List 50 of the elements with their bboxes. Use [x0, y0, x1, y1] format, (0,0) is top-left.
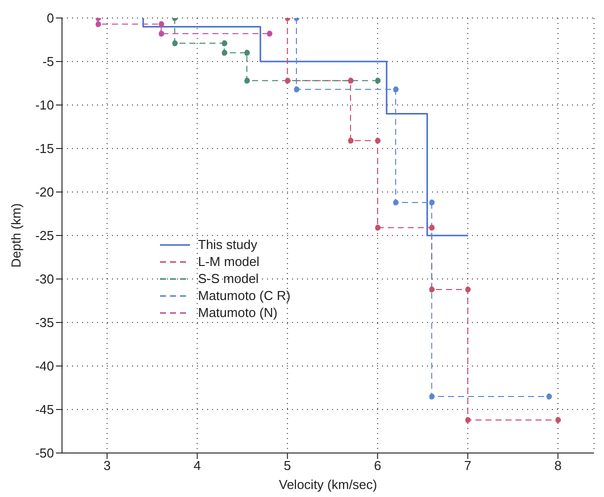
point [244, 78, 250, 84]
y-tick-label: -5 [42, 54, 54, 70]
point [554, 416, 561, 423]
point [221, 40, 228, 46]
point [428, 199, 435, 206]
y-tick-label: -30 [35, 272, 54, 287]
point [293, 86, 300, 92]
point [428, 393, 435, 400]
point [244, 50, 250, 56]
point [172, 40, 178, 46]
y-axis-title: Depth (km) [8, 203, 24, 268]
point [374, 78, 381, 84]
x-tick-label: 6 [374, 458, 382, 474]
y-tick-label: 0 [46, 10, 54, 26]
legend-label: This study [198, 236, 258, 253]
y-tick-label: -45 [35, 402, 54, 418]
y-tick-label: -20 [35, 184, 54, 200]
point [348, 78, 354, 84]
legend-label: Matumoto (C R) [198, 287, 290, 304]
x-tick-label: 4 [194, 458, 201, 474]
legend-label: L-M model [198, 253, 260, 270]
point [428, 224, 435, 231]
point [284, 78, 290, 84]
y-tick-label: -40 [35, 358, 54, 374]
point [392, 86, 399, 92]
line-series [142, 18, 469, 236]
point [95, 21, 102, 28]
point [392, 199, 399, 206]
legend-label: Matumoto (N) [198, 304, 278, 321]
x-tick-label: 5 [284, 458, 292, 474]
point [158, 21, 164, 28]
y-tick-label: -15 [35, 141, 54, 156]
y-tick-label: -50 [35, 446, 54, 461]
point [221, 50, 228, 56]
x-tick-label: 7 [464, 458, 472, 474]
point [374, 138, 381, 144]
point [546, 393, 552, 400]
point [464, 286, 471, 292]
y-tick-label: -35 [35, 315, 54, 330]
x-axis-title: Velocity (km/sec) [278, 477, 378, 492]
point [374, 224, 381, 231]
point [348, 138, 354, 144]
point [158, 30, 164, 37]
x-tick-label: 3 [103, 458, 111, 474]
x-tick-label: 8 [554, 458, 562, 474]
y-tick-label: -10 [35, 98, 54, 113]
point [428, 286, 435, 292]
legend-label: S-S model [198, 270, 259, 287]
point [464, 416, 471, 423]
y-tick-label: -25 [35, 228, 54, 244]
